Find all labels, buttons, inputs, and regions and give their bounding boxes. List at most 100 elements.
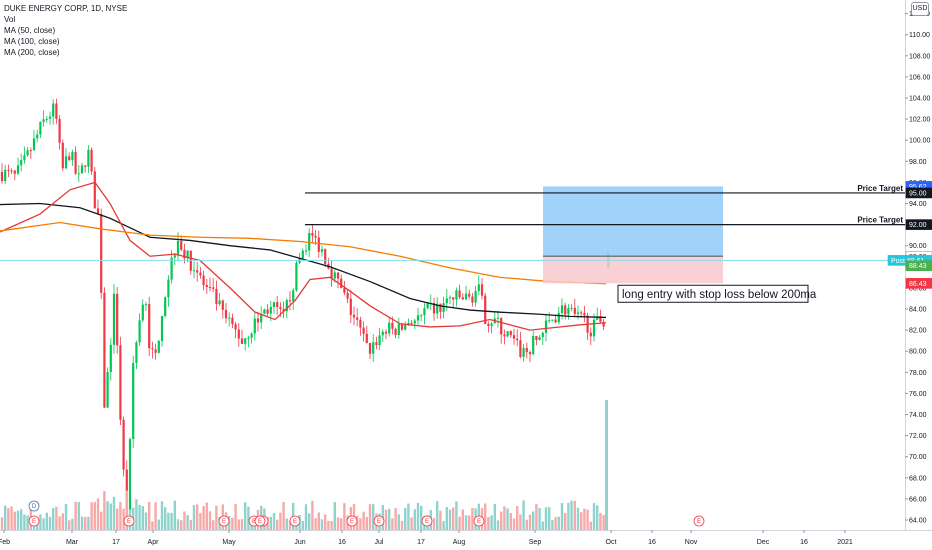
price-tick-label: 108.00 [909,53,931,60]
candle-body [183,249,186,259]
price-target-label-1: Price Target [857,184,903,193]
time-tick-label: 17 [112,539,120,546]
volume-bar [442,520,445,530]
legend-ma50[interactable]: MA (50, close) [4,26,56,35]
candle-body [464,293,468,300]
candle-body [244,338,247,344]
candle-body [554,319,557,323]
candle-body [573,307,576,314]
volume-bar [154,502,157,530]
candle-body [205,284,208,288]
candle-body [288,300,292,302]
earnings-event-icon [28,515,40,527]
candle-body [324,249,327,264]
candle-body [359,319,362,328]
legend-vol[interactable]: Vol [4,15,16,24]
volume-bar [439,510,442,530]
volume-bar [122,508,125,530]
volume-bar [580,512,583,530]
candle-body [84,165,87,167]
event-letter: E [425,519,429,525]
volume-bar [487,517,490,530]
candle-body [93,171,96,209]
candle-body [356,317,359,320]
candle-body [170,257,173,280]
legend-symbol[interactable]: DUKE ENERGY CORP, 1D, NYSE [4,4,128,13]
volume-bar [404,508,407,530]
price-tag [905,278,932,289]
volume-bar [100,511,103,530]
volume-bar [103,491,106,530]
candle-body [0,171,4,181]
volume-bar [317,512,320,530]
candle-body [212,287,215,289]
candle-body [55,103,58,119]
volume-bar [52,508,55,530]
candle-body [442,303,445,312]
candle-body [570,307,573,309]
price-tick-label: 66.00 [909,496,927,503]
volume-bar [503,506,506,530]
volume-bar [330,521,333,530]
volume-bar [436,501,439,530]
candle-body [58,118,61,143]
candle-body [352,314,356,318]
candle-body [295,262,298,291]
price-tag-label: 92.00 [909,222,927,229]
candle-body [436,303,439,314]
volume-bar [244,502,247,530]
candle-body [256,318,260,323]
candle-body [522,347,525,357]
candle-body [541,332,544,338]
volume-bar [512,518,516,530]
time-tick-label: Jul [375,539,384,546]
volume-bar [109,503,112,530]
legend-ma100[interactable]: MA (100, close) [4,37,60,46]
volume-bar [327,520,330,530]
candle-body [368,343,372,354]
volume-bar [301,521,304,530]
candle-body [381,331,384,336]
legend-ma200[interactable]: MA (200, close) [4,48,60,57]
candle-body [487,323,490,327]
price-tick-label: 74.00 [909,412,927,419]
volume-bar [420,505,423,530]
volume-bar [0,517,4,530]
candle-body [164,297,167,317]
candle-body [311,232,314,236]
event-letter: E [252,519,256,525]
chart-legend: DUKE ENERGY CORP, 1D, NYSE Vol MA (50, c… [4,3,127,58]
earnings-event-icon [123,515,135,527]
volume-bar [144,512,148,530]
candle-body [7,169,10,171]
currency-button[interactable]: USD [911,2,929,16]
candle-body [224,309,228,319]
volume-bar [452,507,455,530]
time-tick-label: Aug [453,539,466,546]
volume-bar [458,516,461,530]
volume-bar [372,504,375,530]
volume-bar [176,519,180,530]
price-tick-label: 104.00 [909,96,931,103]
volume-bar [506,508,509,530]
candle-body [512,335,516,339]
candle-body [564,305,567,315]
volume-bar [282,502,285,530]
volume-bar [93,501,96,530]
time-tick-label: 16 [338,539,346,546]
candle-body [560,305,564,313]
candle-body [196,270,199,273]
candle-body [602,321,605,327]
candle-body [276,302,279,307]
volume-bar [356,515,359,530]
event-letter: E [377,519,381,525]
candle-body [397,323,400,336]
volume-bar [55,506,58,530]
volume-bar [407,503,410,530]
candle-body [468,293,471,297]
candle-body [64,156,68,169]
volume-bar [269,516,272,530]
candle-body [557,312,560,323]
candle-body [269,306,272,314]
